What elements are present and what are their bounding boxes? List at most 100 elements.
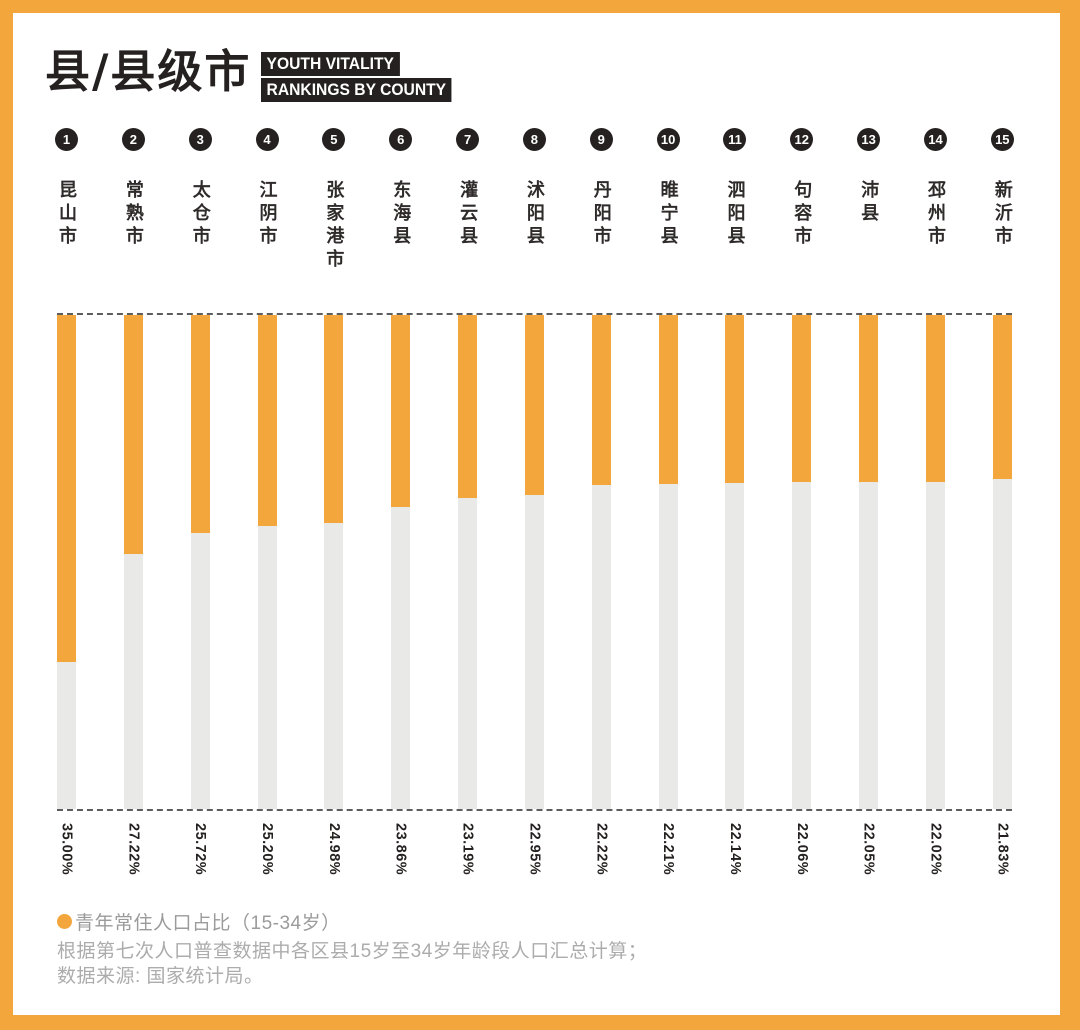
bar <box>391 315 411 809</box>
city-name-cell: 邳州市 <box>925 180 946 249</box>
value-label-cell: 22.95% <box>525 823 544 875</box>
value-label: 22.22% <box>593 823 610 876</box>
rank-badge: 7 <box>456 128 480 151</box>
value-label-cell: 35.00% <box>57 823 76 875</box>
rank-badge: 11 <box>723 128 747 151</box>
rank-badges-row: 1 2 3 4 5 6 7 8 9 10 11 12 13 14 15 <box>55 128 1014 151</box>
bar <box>725 315 745 809</box>
value-labels-row: 35.00% 27.22% 25.72% 25.20% 24.98% 23.86% 23.1… <box>57 823 1012 898</box>
bar-orange-fill <box>792 315 812 483</box>
rank-badge-cell: 4 <box>255 128 279 151</box>
bar <box>257 315 277 809</box>
city-name-cell: 灌云县 <box>457 180 479 249</box>
city-name: 张家港市 <box>323 180 345 272</box>
rank-badge: 14 <box>923 128 947 151</box>
bar-orange-fill <box>57 315 76 662</box>
ranking-bar-chart: 1 2 3 4 5 6 7 8 9 10 11 12 13 14 15 昆山市 常熟市 太仓市 江阴市 张家港市 东海… <box>55 128 1014 898</box>
rank-badge: 1 <box>55 128 78 151</box>
value-label-cell: 27.22% <box>124 823 143 875</box>
bar <box>859 315 879 809</box>
city-name: 东海县 <box>390 180 412 249</box>
city-name-cell: 沭阳县 <box>523 180 545 249</box>
city-name: 江阴市 <box>256 180 278 249</box>
rank-badge: 3 <box>188 128 212 151</box>
bar-orange-fill <box>257 315 277 526</box>
value-label-cell: 22.05% <box>859 823 878 875</box>
city-name: 丹阳市 <box>590 180 612 249</box>
value-label-cell: 22.22% <box>592 823 611 875</box>
value-label: 22.14% <box>726 823 743 876</box>
city-name: 常熟市 <box>122 180 144 249</box>
city-name: 昆山市 <box>56 180 77 249</box>
infographic-content: 县/县级市 YOUTH VITALITY RANKINGS BY COUNTY … <box>13 13 1060 1015</box>
city-name: 泗阳县 <box>724 180 746 249</box>
rank-badge-cell: 12 <box>790 128 814 151</box>
rank-badge-cell: 2 <box>121 128 145 151</box>
value-label-cell: 22.14% <box>725 823 744 875</box>
city-name-cell: 泗阳县 <box>724 180 746 249</box>
value-label-cell: 23.19% <box>458 823 477 875</box>
city-name: 灌云县 <box>457 180 479 249</box>
city-names-row: 昆山市 常熟市 太仓市 江阴市 张家港市 东海县 灌云县 沭阳县 丹阳市 睢宁县 泗阳县 句容市 沛县邳… <box>56 180 1013 292</box>
value-label-cell: 22.21% <box>659 823 678 875</box>
value-label: 23.86% <box>392 823 409 876</box>
value-label: 27.22% <box>125 823 142 876</box>
bar-orange-fill <box>524 315 544 495</box>
bar <box>524 315 544 809</box>
bars-plot-area <box>57 313 1012 811</box>
title-tags: YOUTH VITALITY RANKINGS BY COUNTY <box>261 52 468 104</box>
value-label-cell: 22.02% <box>926 823 945 875</box>
bar <box>792 315 812 809</box>
rank-badge: 6 <box>389 128 413 151</box>
bar <box>992 315 1012 809</box>
city-name: 太仓市 <box>189 180 211 249</box>
city-name-cell: 丹阳市 <box>590 180 612 249</box>
value-label-cell: 21.83% <box>993 823 1012 875</box>
bar-orange-fill <box>391 315 411 508</box>
rank-badge-cell: 1 <box>55 128 78 151</box>
rank-badge: 4 <box>255 128 279 151</box>
bar <box>57 315 76 809</box>
bar <box>925 315 945 809</box>
rank-badge: 15 <box>990 128 1014 151</box>
rank-badge: 12 <box>790 128 814 151</box>
city-name: 沭阳县 <box>523 180 545 249</box>
note-line-2: 数据来源: 国家统计局。 <box>57 966 264 987</box>
value-label: 24.98% <box>325 823 342 876</box>
city-name-cell: 张家港市 <box>323 180 345 272</box>
value-label-cell: 23.86% <box>391 823 410 875</box>
city-name: 新沂市 <box>991 180 1013 249</box>
rank-badge-cell: 13 <box>857 128 881 151</box>
bar-orange-fill <box>324 315 344 523</box>
bar <box>658 315 678 809</box>
bar <box>190 315 210 809</box>
city-name: 沛县 <box>858 180 880 226</box>
value-label: 22.21% <box>660 823 677 876</box>
legend: 青年常住人口占比（15-34岁） <box>57 908 1060 935</box>
rank-badge-cell: 14 <box>923 128 947 151</box>
bar-orange-fill <box>190 315 210 534</box>
city-name-cell: 太仓市 <box>189 180 211 249</box>
value-label: 23.19% <box>459 823 476 876</box>
bar <box>458 315 478 809</box>
rank-badge-cell: 6 <box>389 128 413 151</box>
bar <box>591 315 611 809</box>
value-label: 21.83% <box>994 823 1011 876</box>
city-name: 睢宁县 <box>657 180 679 249</box>
title-tag-rankings-by-county: RANKINGS BY COUNTY <box>261 78 453 102</box>
value-label: 35.00% <box>58 823 75 876</box>
rank-badge: 13 <box>857 128 881 151</box>
rank-badge-cell: 11 <box>723 128 747 151</box>
rank-badge: 9 <box>589 128 613 151</box>
city-name-cell: 昆山市 <box>56 180 77 249</box>
page-title: 县/县级市 <box>45 45 252 98</box>
rank-badge: 10 <box>656 128 680 151</box>
city-name-cell: 新沂市 <box>991 180 1013 249</box>
bar-orange-fill <box>859 315 879 483</box>
bar <box>123 315 143 809</box>
value-label: 25.20% <box>259 823 276 876</box>
value-label-cell: 24.98% <box>324 823 343 875</box>
bar-orange-fill <box>591 315 611 485</box>
header: 县/县级市 YOUTH VITALITY RANKINGS BY COUNTY <box>45 45 1060 102</box>
rank-badge-cell: 7 <box>456 128 480 151</box>
